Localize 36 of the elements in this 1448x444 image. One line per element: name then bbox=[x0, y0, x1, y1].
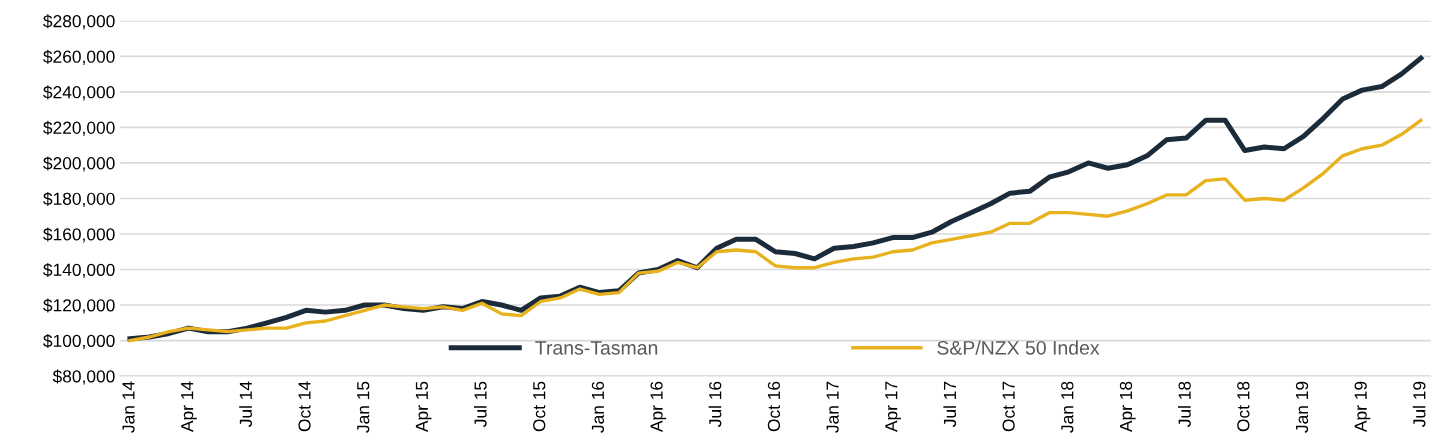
x-tick-label: Jul 15 bbox=[473, 381, 487, 427]
x-tick-label: Jan 14 bbox=[122, 381, 135, 433]
x-tick-label: Apr 17 bbox=[885, 381, 901, 433]
y-tick-label: $260,000 bbox=[43, 49, 115, 65]
y-tick-label: $100,000 bbox=[43, 333, 115, 350]
x-tick-label: Oct 16 bbox=[767, 381, 781, 432]
legend-label: S&P/NZX 50 Index bbox=[937, 340, 1100, 355]
y-tick-label: $140,000 bbox=[43, 262, 115, 279]
x-tick-label: Apr 14 bbox=[181, 381, 197, 433]
y-tick-label: $220,000 bbox=[43, 120, 115, 136]
x-tick-label: Jul 17 bbox=[943, 381, 957, 427]
y-tick-label: $280,000 bbox=[43, 14, 115, 30]
x-tick-label: Jan 18 bbox=[1061, 381, 1074, 433]
y-tick-label: $120,000 bbox=[43, 298, 115, 314]
legend-label: Trans-Tasman bbox=[535, 341, 658, 355]
x-tick-label: Oct 17 bbox=[1002, 381, 1015, 432]
x-tick-label: Apr 16 bbox=[650, 381, 667, 433]
x-tick-label: Oct 14 bbox=[298, 381, 311, 432]
y-tick-label: $240,000 bbox=[43, 85, 115, 101]
x-tick-label: Jan 16 bbox=[591, 381, 605, 433]
x-tick-label: Jul 18 bbox=[1178, 381, 1191, 427]
x-tick-label: Jul 19 bbox=[1412, 381, 1426, 427]
y-tick-label: $180,000 bbox=[43, 191, 115, 207]
x-tick-label: Jul 14 bbox=[239, 381, 252, 427]
x-tick-label: Jan 17 bbox=[826, 381, 839, 433]
y-tick-label: $80,000 bbox=[52, 369, 115, 385]
y-tick-label: $200,000 bbox=[43, 156, 115, 172]
x-tick-label: Apr 18 bbox=[1119, 381, 1136, 433]
x-tick-label: Apr 15 bbox=[415, 381, 432, 433]
y-tick-label: $160,000 bbox=[43, 227, 115, 243]
x-tick-label: Jul 16 bbox=[708, 381, 722, 427]
x-tick-label: Oct 15 bbox=[533, 381, 546, 432]
x-tick-label: Apr 19 bbox=[1354, 381, 1371, 433]
x-tick-label: Oct 18 bbox=[1237, 381, 1250, 432]
x-tick-label: Jan 19 bbox=[1295, 381, 1309, 433]
x-tick-label: Jan 15 bbox=[357, 381, 370, 433]
